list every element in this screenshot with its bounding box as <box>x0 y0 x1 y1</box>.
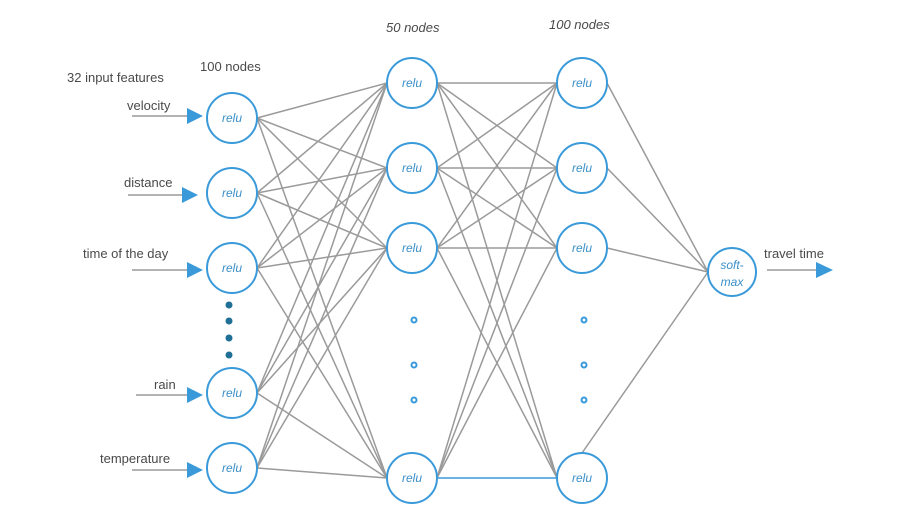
edge-l1-2-l2-0 <box>256 82 388 269</box>
edge-l1-3-l2-2 <box>256 247 388 394</box>
edge-l1-4-l2-0 <box>256 82 388 469</box>
layer2-node-1-label: relu <box>402 161 422 175</box>
edge-l1-3-l2-0 <box>256 82 388 394</box>
edge-l1-4-l2-3 <box>256 467 388 479</box>
layer2-node-2-label: relu <box>402 241 422 255</box>
arrows-layer <box>128 108 833 478</box>
layer1-node-0 <box>206 92 258 144</box>
layer1-node-1-label: relu <box>222 186 242 200</box>
layer2-node-0 <box>386 57 438 109</box>
layer2-ellipsis-dot-1 <box>410 361 418 369</box>
layer2-nodes-header: 50 nodes <box>386 20 440 35</box>
edge-l1-0-l2-0 <box>256 82 388 119</box>
edge-l2-3-l3-1 <box>436 167 558 479</box>
edge-l2-3-l3-0 <box>436 82 558 479</box>
input-features-header: 32 input features <box>67 70 164 85</box>
ellipsis-layer <box>225 301 588 404</box>
layer3-ellipsis-dot-1 <box>580 361 588 369</box>
layer1-node-0-label: relu <box>222 111 242 125</box>
output-arrow-head-icon <box>816 262 833 278</box>
input-label-distance: distance <box>124 175 172 190</box>
edge-l3-0-out <box>606 82 709 273</box>
edge-l1-0-l2-1 <box>256 117 388 169</box>
input-arrow-head-icon-2 <box>187 262 203 278</box>
edge-l1-1-l2-2 <box>256 192 388 249</box>
input-arrow-head-icon-0 <box>187 108 203 124</box>
layer1-ellipsis-dot-1 <box>225 317 233 325</box>
edge-l1-1-l2-3 <box>256 192 388 479</box>
input-label-velocity: velocity <box>127 98 171 113</box>
layer3-node-1 <box>556 142 608 194</box>
layer1-ellipsis-dot-0 <box>225 301 233 309</box>
layer1-node-2-label: relu <box>222 261 242 275</box>
layer2-node-2 <box>386 222 438 274</box>
edge-l1-0-l2-2 <box>256 117 388 249</box>
layer2-node-0-label: relu <box>402 76 422 90</box>
layer1-node-1 <box>206 167 258 219</box>
nodes-layer: relu relu relu relu relu relu relu relu relu relu… <box>206 57 757 504</box>
layer3-node-3 <box>556 452 608 504</box>
layer2-node-3-label: relu <box>402 471 422 485</box>
output-label-travel-time: travel time <box>764 246 824 261</box>
edge-l3-1-out <box>606 167 709 273</box>
layer3-ellipsis-dot-2 <box>580 396 588 404</box>
layer3-node-2 <box>556 222 608 274</box>
edge-l1-3-l2-3 <box>256 392 388 479</box>
edge-l2-3-l3-2 <box>436 247 558 479</box>
layer2-node-3 <box>386 452 438 504</box>
edge-l1-2-l2-2 <box>256 247 388 269</box>
layer1-ellipsis-dot-3 <box>225 351 233 359</box>
layer3-node-0 <box>556 57 608 109</box>
edge-l1-2-l2-3 <box>256 267 388 479</box>
edge-l1-1-l2-1 <box>256 167 388 194</box>
layer1-node-3 <box>206 367 258 419</box>
layer3-node-1-label: relu <box>572 161 592 175</box>
layer3-node-2-label: relu <box>572 241 592 255</box>
layer3-node-3-label: relu <box>572 471 592 485</box>
softmax-node <box>707 247 757 297</box>
edge-l3-2-out <box>606 247 709 273</box>
layer1-node-4-label: relu <box>222 461 242 475</box>
connections-layer <box>256 82 709 479</box>
input-arrow-head-icon-4 <box>187 462 203 478</box>
edge-l1-1-l2-0 <box>256 82 388 194</box>
softmax-label-line2: max <box>721 275 745 289</box>
edge-l1-3-l2-1 <box>256 167 388 394</box>
layer1-ellipsis-dot-2 <box>225 334 233 342</box>
input-label-temperature: temperature <box>100 451 170 466</box>
edge-l1-4-l2-1 <box>256 167 388 469</box>
edge-l1-4-l2-2 <box>256 247 388 469</box>
layer1-nodes-header: 100 nodes <box>200 59 261 74</box>
softmax-label-line1: soft- <box>720 258 743 272</box>
layer2-ellipsis-dot-0 <box>410 316 418 324</box>
edge-l1-0-l2-3 <box>256 117 388 479</box>
layer1-node-4 <box>206 442 258 494</box>
edge-l1-2-l2-1 <box>256 167 388 269</box>
input-label-time-of-day: time of the day <box>83 246 169 261</box>
edge-l2-1-l3-0 <box>436 82 558 169</box>
layer2-node-1 <box>386 142 438 194</box>
input-label-rain: rain <box>154 377 176 392</box>
layer2-ellipsis-dot-2 <box>410 396 418 404</box>
layer3-ellipsis-dot-0 <box>580 316 588 324</box>
layer1-node-3-label: relu <box>222 386 242 400</box>
edge-l2-2-l3-0 <box>436 82 558 249</box>
edge-l2-2-l3-1 <box>436 167 558 249</box>
layer3-node-0-label: relu <box>572 76 592 90</box>
layer3-nodes-header: 100 nodes <box>549 17 610 32</box>
input-arrow-head-icon-3 <box>187 387 203 403</box>
edge-l3-3-out <box>581 271 709 454</box>
layer1-node-2 <box>206 242 258 294</box>
input-arrow-head-icon-1 <box>182 187 198 203</box>
